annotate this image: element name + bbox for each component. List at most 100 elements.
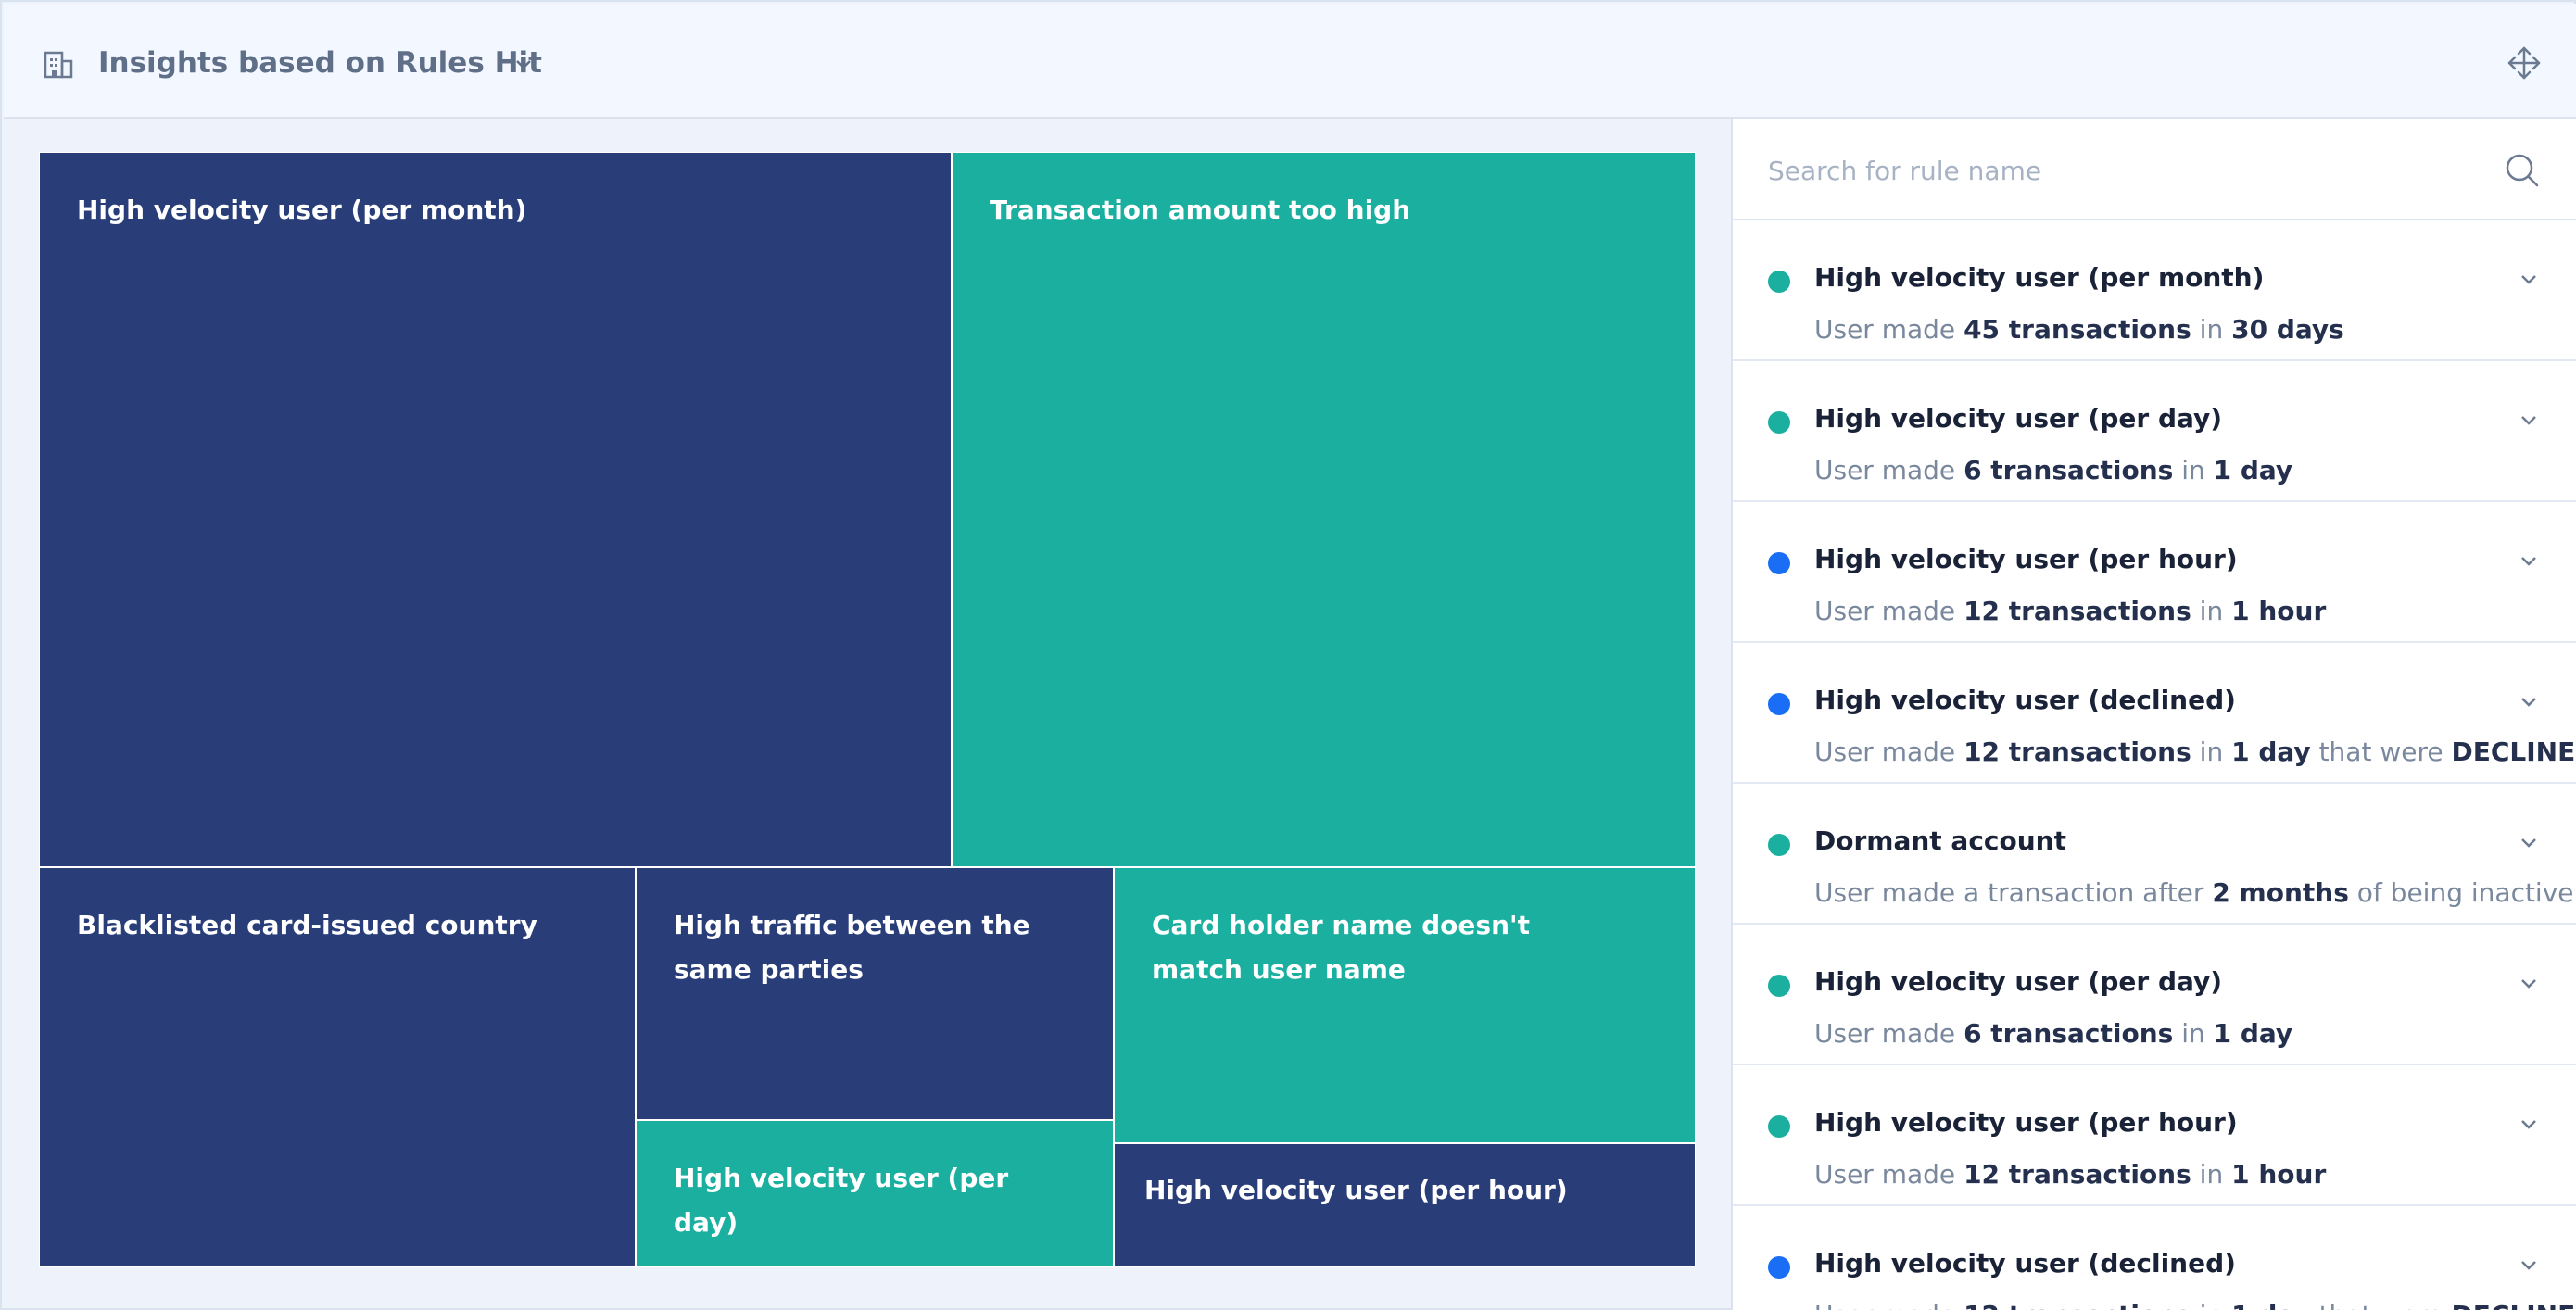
rule-list-item[interactable]: High velocity user (per day) User made 6 … [1733, 925, 2576, 1065]
status-dot [1768, 834, 1790, 856]
status-dot [1768, 1115, 1790, 1138]
status-dot [1768, 693, 1790, 715]
treemap-tile-label: Card holder name doesn't match user name [1152, 910, 1530, 985]
rule-description: User made 6 transactions in 1 day [1814, 1015, 2292, 1052]
rules-panel: High velocity user (per month) User made … [1731, 119, 2576, 1310]
treemap-tile-label: High traffic between the same parties [674, 910, 1030, 985]
chevron-down-icon[interactable] [511, 56, 536, 74]
rule-description-text: User made [1814, 737, 1964, 767]
treemap-tile[interactable]: Blacklisted card-issued country [39, 867, 636, 1267]
rule-description-text: User made [1814, 1159, 1964, 1190]
rule-description-value: 12 transactions [1964, 1300, 2191, 1310]
rule-list-item[interactable]: High velocity user (declined) User made 1… [1733, 1206, 2576, 1310]
rule-name: High velocity user (per hour) [1814, 1107, 2238, 1138]
rule-description-value: 30 days [2231, 314, 2344, 345]
search-input[interactable] [1768, 146, 2491, 195]
rule-name: High velocity user (declined) [1814, 685, 2236, 715]
rule-name: High velocity user (declined) [1814, 1248, 2236, 1279]
treemap-tile-label: Blacklisted card-issued country [77, 910, 537, 940]
treemap-tile[interactable]: High traffic between the same parties [636, 867, 1114, 1120]
rule-description-value: 12 transactions [1964, 737, 2191, 767]
widget-header: Insights based on Rules Hit [4, 4, 2576, 119]
rule-description-text: in [2173, 455, 2214, 485]
chevron-down-icon[interactable] [2517, 1115, 2541, 1134]
rule-name: High velocity user (per day) [1814, 966, 2223, 997]
rule-description: User made 12 transactions in 1 day that … [1814, 1297, 2576, 1310]
rule-description-value: 6 transactions [1964, 455, 2174, 485]
status-dot [1768, 411, 1790, 434]
rule-description: User made 12 transactions in 1 day that … [1814, 734, 2576, 771]
rule-description-value: 1 day [2213, 1018, 2293, 1049]
treemap-tile-label: High velocity user (per hour) [1144, 1175, 1568, 1205]
rule-name: High velocity user (per hour) [1814, 544, 2238, 574]
rule-list-item[interactable]: Dormant account User made a transaction a… [1733, 784, 2576, 925]
status-dot [1768, 975, 1790, 997]
rule-description: User made 45 transactions in 30 days [1814, 311, 2344, 348]
rule-description-text: User made [1814, 314, 1964, 345]
rule-description-value: 1 day [2231, 1300, 2311, 1310]
building-chart-icon [44, 51, 73, 79]
rule-description-value: 1 hour [2231, 596, 2327, 626]
rule-name: High velocity user (per day) [1814, 403, 2223, 434]
status-dot [1768, 271, 1790, 293]
rule-description-text: User made a transaction after [1814, 877, 2213, 908]
treemap-tile[interactable]: Card holder name doesn't match user name [1114, 867, 1696, 1143]
chevron-down-icon[interactable] [2517, 271, 2541, 289]
rule-list-item[interactable]: High velocity user (per hour) User made 1… [1733, 502, 2576, 643]
rule-description-text: in [2191, 737, 2232, 767]
rule-description: User made 12 transactions in 1 hour [1814, 593, 2326, 630]
chevron-down-icon[interactable] [2517, 834, 2541, 852]
rule-description-value: 2 months [2212, 877, 2349, 908]
rule-description-value: 45 transactions [1964, 314, 2191, 345]
rules-treemap: High velocity user (per month) Transacti… [39, 152, 1696, 1267]
status-dot [1768, 1256, 1790, 1279]
treemap-tile-label: Transaction amount too high [990, 195, 1411, 225]
rule-description: User made 12 transactions in 1 hour [1814, 1156, 2326, 1193]
rule-description-value: 1 day [2231, 737, 2311, 767]
rule-name: High velocity user (per month) [1814, 262, 2265, 293]
rule-list-item[interactable]: High velocity user (per month) User made … [1733, 220, 2576, 361]
treemap-tile-label: High velocity user (per month) [77, 195, 527, 225]
widget-title[interactable]: Insights based on Rules Hit [98, 46, 542, 80]
rule-description-text: of being inactive [2348, 877, 2574, 908]
rule-list-item[interactable]: High velocity user (per hour) User made 1… [1733, 1065, 2576, 1206]
rule-description-value: 1 day [2213, 455, 2293, 485]
rule-description-text: in [2191, 596, 2232, 626]
chevron-down-icon[interactable] [2517, 411, 2541, 430]
move-arrows-icon[interactable] [2506, 44, 2543, 82]
rule-description-text: in [2191, 1159, 2232, 1190]
rule-description-text: in [2191, 1300, 2231, 1310]
rule-name: Dormant account [1814, 825, 2067, 856]
rule-list-item[interactable]: High velocity user (per day) User made 6 … [1733, 361, 2576, 502]
treemap-tile[interactable]: High velocity user (per day) [636, 1120, 1114, 1267]
rule-description-text: in [2191, 314, 2232, 345]
treemap-tile[interactable]: Transaction amount too high [952, 152, 1696, 867]
rule-description-text: that were [2311, 1300, 2452, 1310]
rule-description-value: 6 transactions [1964, 1018, 2174, 1049]
treemap-tile[interactable]: High velocity user (per month) [39, 152, 952, 867]
rule-description-text: that were [2310, 737, 2452, 767]
rule-description-value: 1 hour [2231, 1159, 2327, 1190]
chevron-down-icon[interactable] [2517, 975, 2541, 993]
rule-description-text: User made [1814, 1300, 1964, 1310]
treemap-tile[interactable]: High velocity user (per hour) [1114, 1143, 1696, 1267]
chevron-down-icon[interactable] [2517, 693, 2541, 712]
rule-list-item[interactable]: High velocity user (declined) User made 1… [1733, 643, 2576, 784]
rule-description-text: User made [1814, 455, 1964, 485]
status-dot [1768, 552, 1790, 574]
rule-description: User made 6 transactions in 1 day [1814, 452, 2292, 489]
search-bar [1733, 119, 2576, 220]
rule-description-text: User made [1814, 1018, 1964, 1049]
chevron-down-icon[interactable] [2517, 1256, 2541, 1275]
rule-description-text: in [2173, 1018, 2214, 1049]
chevron-down-icon[interactable] [2517, 552, 2541, 571]
search-icon[interactable] [2504, 152, 2541, 189]
rule-description-value: 12 transactions [1964, 596, 2191, 626]
rule-description: User made a transaction after 2 months o… [1814, 875, 2574, 912]
treemap-tile-label: High velocity user (per day) [674, 1163, 1009, 1238]
rule-description-value: 12 transactions [1964, 1159, 2191, 1190]
rule-description-text: User made [1814, 596, 1964, 626]
